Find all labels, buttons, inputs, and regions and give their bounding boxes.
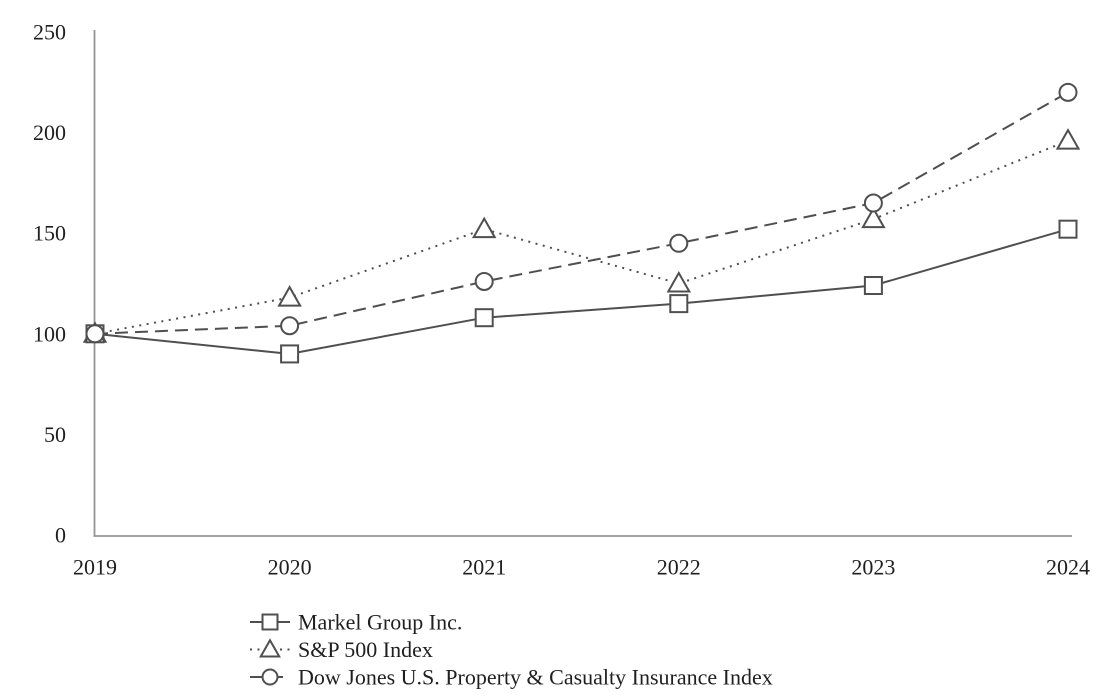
y-tick-label: 150 — [33, 221, 66, 246]
legend-label: Markel Group Inc. — [298, 610, 462, 635]
marker-circle-icon — [280, 316, 300, 336]
marker-triangle-icon — [861, 206, 886, 229]
legend: Markel Group Inc.S&P 500 Index Dow Jones … — [250, 610, 773, 690]
marker-square-icon — [261, 613, 279, 631]
legend-item-markel-group-inc: Markel Group Inc. — [250, 610, 462, 635]
marker-triangle-icon — [666, 270, 692, 293]
marker-circle-icon — [863, 193, 883, 213]
marker-circle-icon — [1058, 82, 1078, 102]
x-tick-label: 2021 — [462, 555, 506, 580]
legend-item-dow-jones-u-s-property-casualty-insurance-index: Dow Jones U.S. Property & Casualty Insur… — [250, 665, 773, 690]
y-tick-label: 100 — [33, 321, 66, 346]
marker-circle-icon — [261, 668, 279, 686]
series-line-markel-group-inc — [94, 228, 1069, 355]
y-tick-label: 0 — [55, 523, 66, 548]
legend-label: Dow Jones U.S. Property & Casualty Insur… — [298, 665, 773, 690]
x-tick-label: 2020 — [268, 555, 312, 580]
series-markers-markel-group-inc — [85, 219, 1078, 364]
y-tick-label: 50 — [44, 422, 66, 447]
x-tick-label: 2019 — [73, 555, 117, 580]
marker-triangle-icon — [471, 216, 497, 239]
marker-circle-icon — [669, 233, 689, 253]
series-markers-dow-jones-u-s-property-casualty-insurance-index — [85, 82, 1078, 344]
series-line-dow-jones-u-s-property-casualty-insurance-index — [94, 91, 1069, 335]
marker-triangle-icon — [1055, 128, 1081, 150]
series-line-s-p-500-index — [94, 139, 1069, 335]
x-tick-label: 2024 — [1046, 555, 1090, 580]
y-tick-label: 200 — [33, 120, 66, 145]
marker-triangle-icon — [259, 638, 281, 658]
legend-label: S&P 500 Index — [298, 637, 433, 662]
marker-circle-icon — [85, 324, 105, 344]
marker-square-icon — [669, 294, 689, 314]
marker-triangle-icon — [277, 285, 302, 307]
x-tick-label: 2023 — [851, 555, 895, 580]
marker-square-icon — [280, 344, 300, 364]
legend-item-s-p-500-index: S&P 500 Index — [250, 637, 433, 662]
x-tick-label: 2022 — [657, 555, 701, 580]
marker-square-icon — [474, 308, 494, 328]
marker-square-icon — [863, 276, 883, 296]
marker-square-icon — [1058, 219, 1078, 239]
y-tick-label: 250 — [33, 20, 66, 45]
marker-circle-icon — [474, 271, 494, 291]
